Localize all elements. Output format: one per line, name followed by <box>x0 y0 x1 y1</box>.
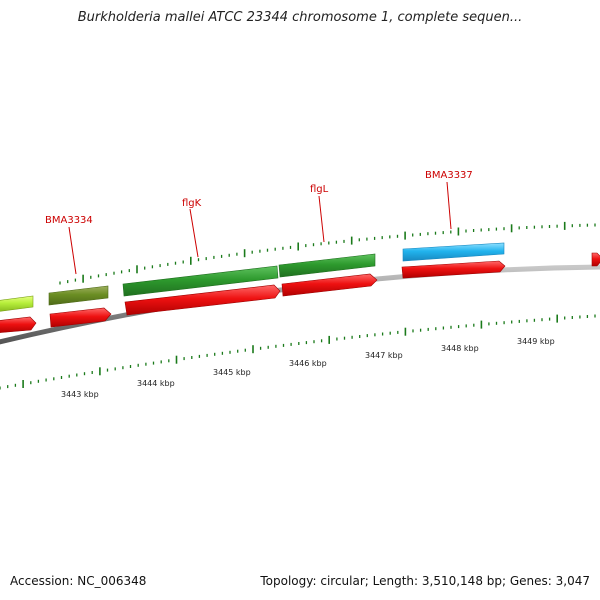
label-leader-bma3334 <box>68 226 77 275</box>
inner-tick-row <box>0 314 596 390</box>
cds-arrow-flgk[interactable] <box>124 284 281 316</box>
feature-flgk[interactable] <box>122 265 279 297</box>
accession-text: Accession: NC_006348 <box>10 574 147 588</box>
gene-label-flgk[interactable]: flgK <box>182 198 202 209</box>
feature-bma3334[interactable] <box>48 285 109 306</box>
feature-bma3337[interactable] <box>402 242 505 262</box>
cds-arrow-bma3337[interactable] <box>401 260 506 279</box>
scale-label-3445: 3445 kbp <box>213 368 251 377</box>
feature-lime-1[interactable] <box>0 295 34 312</box>
label-leader-bma3337 <box>446 181 452 230</box>
cds-arrow-1[interactable] <box>0 316 37 333</box>
map-title: Burkholderia mallei ATCC 23344 chromosom… <box>77 10 523 25</box>
gene-label-flgl[interactable]: flgL <box>310 184 329 195</box>
scale-label-3449: 3449 kbp <box>517 337 555 346</box>
topology-info-text: Topology: circular; Length: 3,510,148 bp… <box>260 574 590 588</box>
scale-label-3443: 3443 kbp <box>61 390 99 399</box>
cds-arrow-flgl[interactable] <box>281 273 378 297</box>
gene-label-bma3337[interactable]: BMA3337 <box>425 170 473 181</box>
scale-label-3446: 3446 kbp <box>289 359 327 368</box>
label-leader-flgk <box>189 208 199 258</box>
scale-label-3448: 3448 kbp <box>441 344 479 353</box>
cds-arrow-edge[interactable] <box>591 252 600 267</box>
scale-label-3447: 3447 kbp <box>365 351 403 360</box>
feature-flgl[interactable] <box>278 253 376 278</box>
cds-arrow-bma3334[interactable] <box>49 307 112 328</box>
gene-label-bma3334[interactable]: BMA3334 <box>45 215 93 226</box>
scale-label-3444: 3444 kbp <box>137 379 175 388</box>
outer-tick-row <box>59 221 596 285</box>
label-leader-flgl <box>318 195 325 243</box>
chromosome-backbone <box>0 264 600 345</box>
